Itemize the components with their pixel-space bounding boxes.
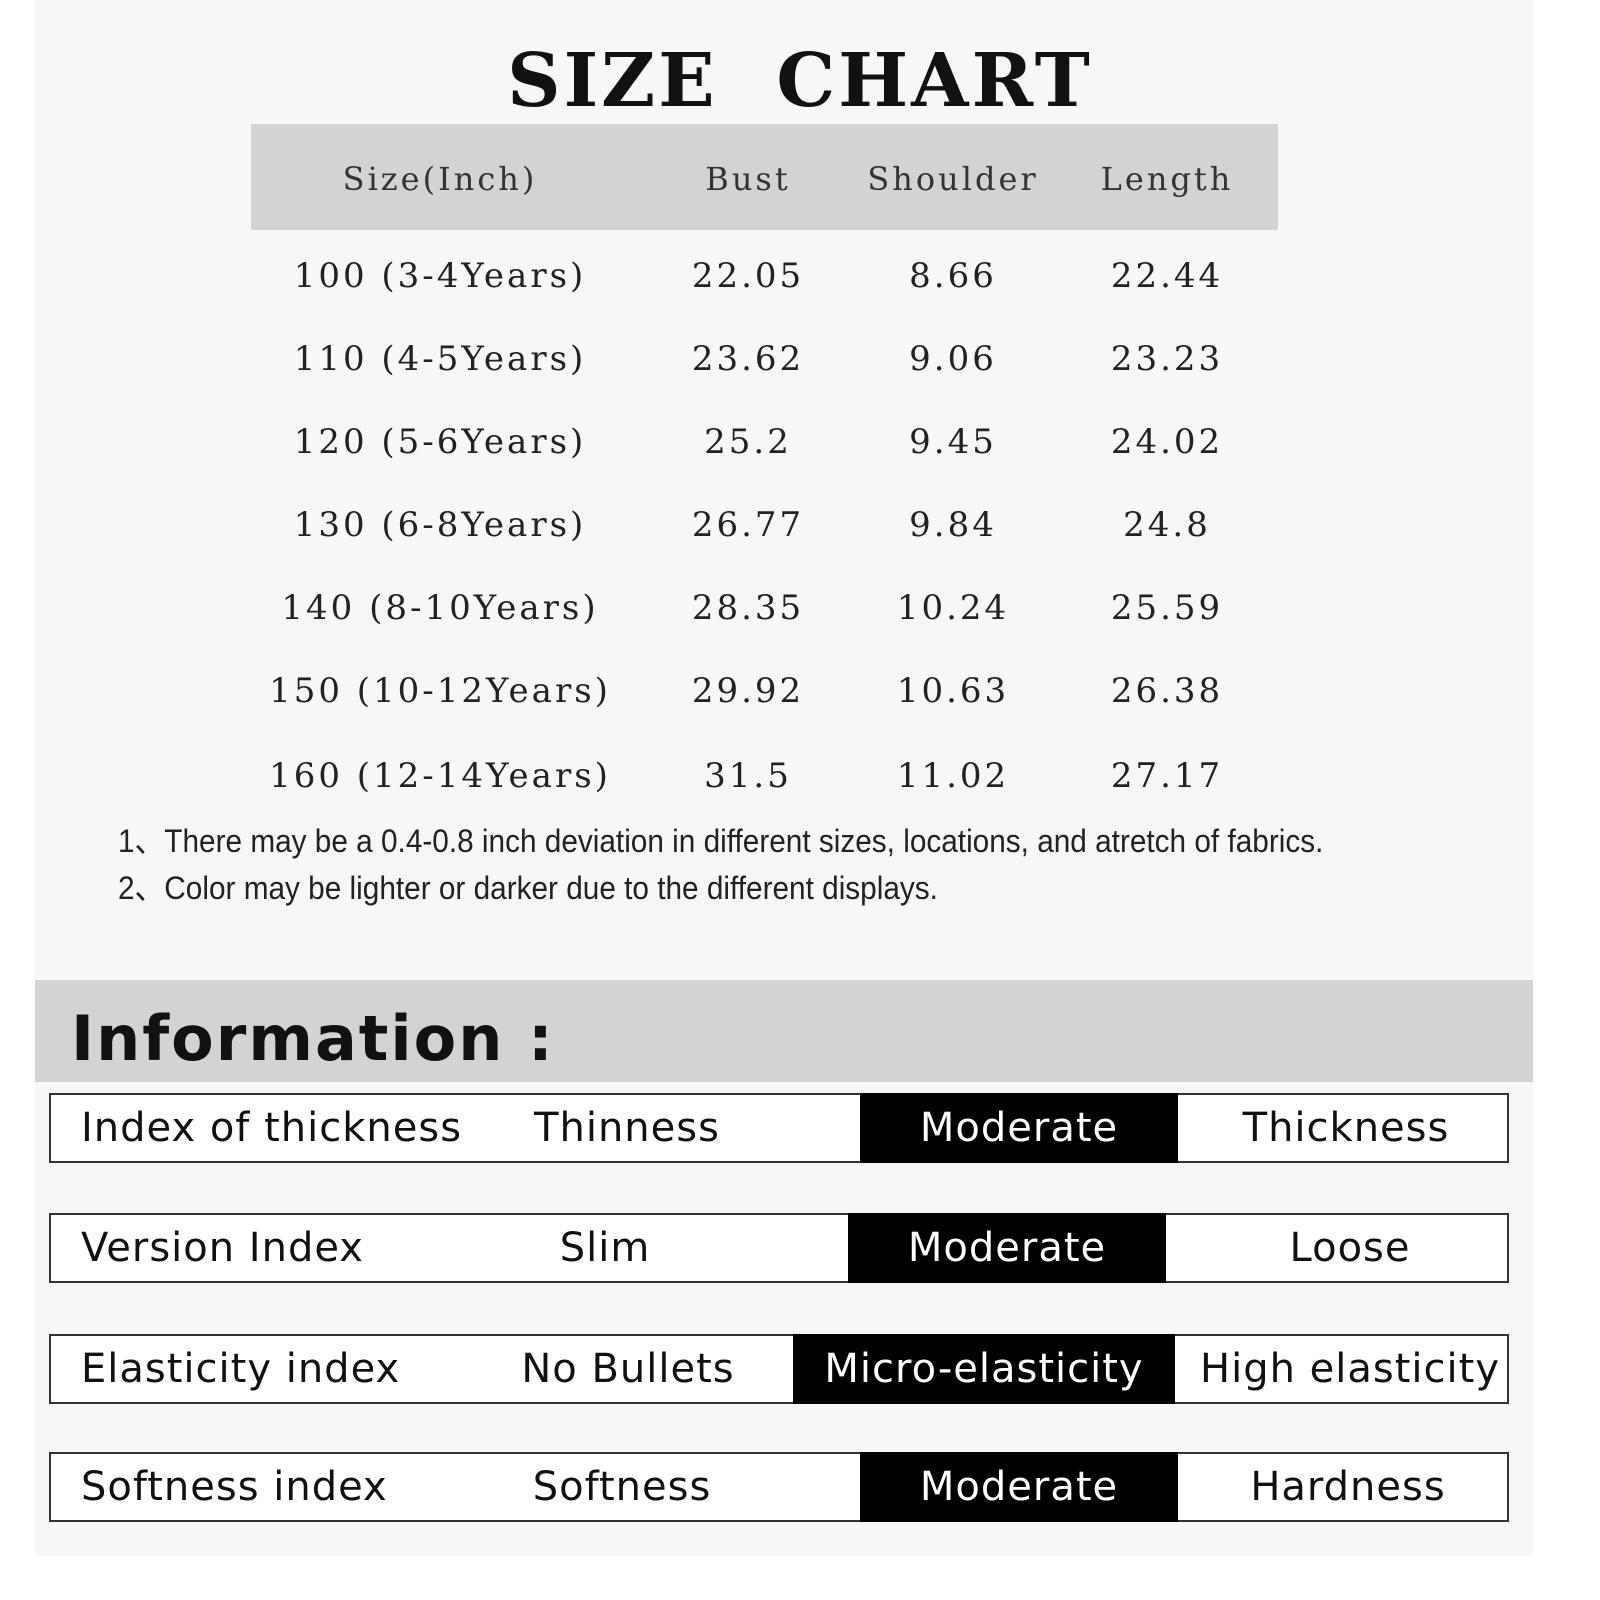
information-row: Version Index Slim Moderate Loose	[49, 1213, 1509, 1283]
selected-option: Moderate	[860, 1452, 1178, 1522]
table-cell: 10.63	[896, 671, 1010, 711]
column-header: Shoulder	[867, 160, 1039, 198]
option: Loose	[1289, 1225, 1411, 1271]
column-header: Bust	[705, 160, 791, 198]
information-row: Index of thickness Thinness Moderate Thickn…	[49, 1093, 1509, 1163]
table-cell: 8.66	[909, 256, 997, 296]
option-selected: Moderate	[919, 1464, 1119, 1510]
notes: 1、There may be a 0.4-0.8 inch deviation …	[118, 818, 1414, 912]
table-cell: 150 (10-12Years)	[269, 671, 611, 711]
table-cell: 120 (5-6Years)	[293, 422, 587, 462]
table-cell: 26.77	[691, 505, 805, 545]
background-panel	[35, 0, 1533, 1556]
row-label: Version Index	[81, 1225, 364, 1271]
table-cell: 22.05	[691, 256, 805, 296]
information-row: Softness index Softness Moderate Hardness	[49, 1452, 1509, 1522]
table-header	[251, 124, 1278, 230]
table-cell: 31.5	[704, 756, 792, 796]
option: Hardness	[1250, 1464, 1446, 1510]
table-cell: 23.62	[691, 339, 805, 379]
table-cell: 26.38	[1110, 671, 1224, 711]
option: No Bullets	[521, 1346, 735, 1392]
information-header: Information :	[35, 980, 1533, 1082]
selected-option: Moderate	[860, 1093, 1178, 1163]
table-cell: 28.35	[691, 588, 805, 628]
column-header: Length	[1100, 160, 1234, 198]
information-heading: Information :	[71, 1002, 555, 1075]
selected-option: Moderate	[848, 1213, 1166, 1283]
table-cell: 9.06	[909, 339, 997, 379]
option: Thickness	[1242, 1105, 1450, 1151]
table-cell: 22.44	[1110, 256, 1224, 296]
table-cell: 24.02	[1110, 422, 1224, 462]
table-cell: 11.02	[896, 756, 1010, 796]
table-cell: 9.84	[909, 505, 997, 545]
option: Thinness	[534, 1105, 720, 1151]
page-title: SIZE CHART	[507, 38, 1093, 124]
table-cell: 23.23	[1110, 339, 1224, 379]
table-cell: 25.2	[704, 422, 792, 462]
selected-option: Micro-elasticity	[793, 1334, 1175, 1404]
information-row: Elasticity index No Bullets Micro-elastici…	[49, 1334, 1509, 1404]
table-cell: 24.8	[1123, 505, 1211, 545]
table-cell: 160 (12-14Years)	[269, 756, 611, 796]
option-selected: Micro-elasticity	[824, 1346, 1144, 1392]
row-label: Index of thickness	[81, 1105, 463, 1151]
row-label: Softness index	[81, 1464, 388, 1510]
table-cell: 140 (8-10Years)	[281, 588, 599, 628]
table-cell: 100 (3-4Years)	[293, 256, 587, 296]
row-label: Elasticity index	[81, 1346, 401, 1392]
option-selected: Moderate	[907, 1225, 1107, 1271]
note: 2、Color may be lighter or darker due to …	[118, 870, 938, 906]
option: Slim	[559, 1225, 651, 1271]
table-cell: 10.24	[896, 588, 1010, 628]
table-cell: 130 (6-8Years)	[293, 505, 587, 545]
note: 1、There may be a 0.4-0.8 inch deviation …	[118, 823, 1324, 859]
table-cell: 25.59	[1110, 588, 1224, 628]
option: Softness	[532, 1464, 712, 1510]
option: High elasticity	[1200, 1346, 1500, 1392]
option-selected: Moderate	[919, 1105, 1119, 1151]
table-cell: 29.92	[691, 671, 805, 711]
column-header: Size(Inch)	[342, 160, 538, 198]
table-cell: 9.45	[909, 422, 997, 462]
table-cell: 27.17	[1110, 756, 1224, 796]
table-cell: 110 (4-5Years)	[293, 339, 587, 379]
